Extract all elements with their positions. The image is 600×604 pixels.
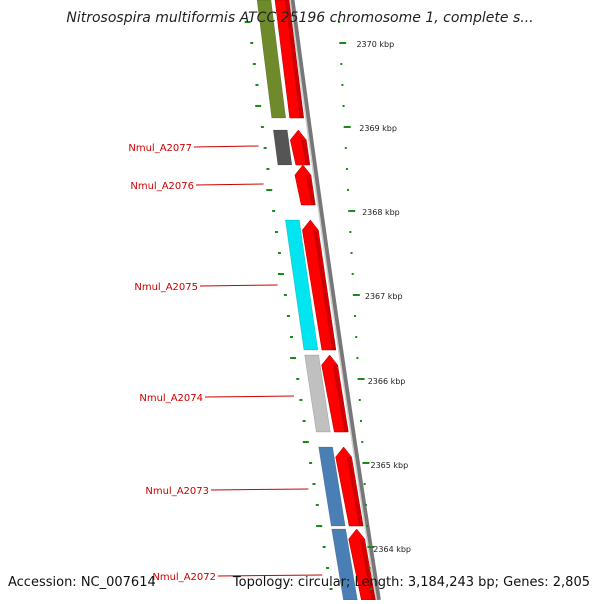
gene-label-leader — [204, 395, 294, 398]
gene-arrow-shade — [359, 539, 376, 600]
gene-label-leader — [195, 183, 264, 186]
scale-label: 2369 kbp — [359, 124, 397, 133]
gene-cog-block[interactable] — [285, 219, 319, 351]
gene-label[interactable]: Nmul_A2077 — [128, 143, 192, 154]
scale-label: 2364 kbp — [373, 545, 411, 554]
gene-label-leader — [217, 574, 323, 577]
topology-label: Topology: circular; Length: 3,184,243 bp… — [232, 575, 590, 590]
genome-backbone-highlight — [289, 0, 378, 601]
gene-label-leader — [210, 488, 309, 491]
scale-label: 2368 kbp — [362, 208, 400, 217]
gene-arrow[interactable] — [294, 164, 316, 206]
gene-arrow-shade — [285, 0, 304, 118]
gene-arrow[interactable] — [274, 0, 305, 119]
gene-arrow[interactable] — [321, 354, 349, 433]
gene-cog-block[interactable] — [318, 446, 346, 527]
gene-arrow-shade — [313, 230, 336, 350]
accession-label: Accession: NC_007614 — [8, 575, 156, 590]
scale-label: 2366 kbp — [368, 377, 406, 386]
gene-arrow-shade — [332, 365, 349, 432]
scale-label: 2370 kbp — [356, 40, 394, 49]
gene-label[interactable]: Nmul_A2073 — [145, 486, 209, 497]
gene-cog-block[interactable] — [304, 354, 331, 433]
gene-arrow[interactable] — [335, 446, 364, 527]
gene-cog-block[interactable] — [272, 129, 293, 166]
gene-arrow-shade — [301, 140, 310, 165]
gene-label-leader — [199, 284, 278, 287]
gene-arrow[interactable] — [302, 219, 337, 351]
gene-arrow-shade — [305, 175, 316, 205]
gene-label[interactable]: Nmul_A2072 — [152, 572, 216, 583]
gene-label-leader — [193, 145, 259, 148]
scale-label: 2365 kbp — [371, 461, 409, 470]
genome-backbone — [289, 0, 381, 601]
scale-label: 2367 kbp — [365, 292, 403, 301]
map-title: Nitrosospira multiformis ATCC 25196 chro… — [66, 10, 534, 26]
gene-arrow-shade — [346, 457, 364, 526]
gene-cog-block[interactable] — [256, 0, 287, 119]
gene-label[interactable]: Nmul_A2074 — [139, 393, 203, 404]
gene-label[interactable]: Nmul_A2076 — [130, 181, 194, 192]
gene-label[interactable]: Nmul_A2075 — [134, 282, 198, 293]
